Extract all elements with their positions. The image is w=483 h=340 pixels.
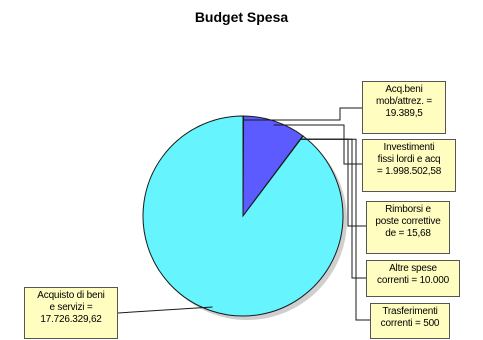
slice-label-rimborsi: Rimborsi e poste correttive de = 15,68 [366, 201, 450, 254]
chart-title: Budget Spesa [194, 9, 289, 25]
leader-line-0 [243, 107, 362, 121]
slice-label-trasferimenti: Trasferimenti correnti = 500 [370, 303, 450, 339]
slice-label-altre-spese: Altre spese correnti = 10.000 [366, 260, 460, 297]
pie-slice-5 [142, 115, 344, 317]
leader-line-1 [273, 124, 362, 165]
leader-line-5 [117, 306, 213, 314]
slice-label-acquisto-beni-servizi: Acquisto di beni e servizi = 17.726.329,… [24, 287, 118, 339]
slice-label-acq-beni-mob: Acq.beni mob/attrez. = 19.389,5 [362, 81, 446, 134]
leader-line-4 [300, 138, 370, 321]
slice-label-investimenti: Investimenti fissi lordi e acq = 1.998.5… [362, 139, 456, 192]
